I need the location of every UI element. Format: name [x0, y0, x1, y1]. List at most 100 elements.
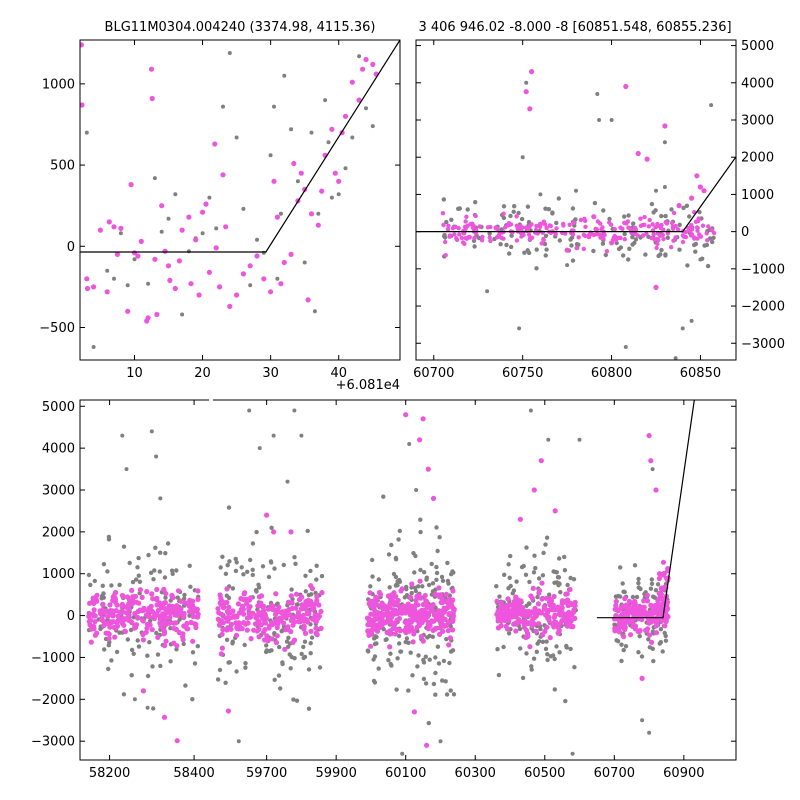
bottom-gray-point [136, 644, 142, 649]
bottom-gray-point [170, 571, 175, 576]
bottom-pink-point [93, 597, 99, 603]
top-right-gray-point [654, 188, 658, 193]
top-right-gray-point [677, 247, 682, 252]
top-right-pink-point [567, 222, 572, 227]
bottom-pink-point [612, 606, 618, 612]
top-right-x-tick-label: 60750 [502, 366, 543, 381]
bottom-pink-point [318, 625, 324, 632]
top-right-pink-point [656, 237, 661, 243]
top-right-gray-point [538, 192, 543, 197]
top-left-gray-point [282, 73, 287, 78]
bottom-pink-point [303, 604, 309, 611]
bottom-pink-point [539, 580, 545, 586]
bottom-gray-point [220, 554, 225, 559]
top-right-pink-point [706, 224, 711, 229]
bottom-pink-point [372, 612, 378, 618]
bottom-gray-point [448, 624, 453, 629]
bottom-gray-point [541, 550, 546, 556]
bottom-pink-point [402, 619, 408, 625]
bottom-y-tick-label: 0 [67, 609, 75, 624]
bottom-pink-point [613, 627, 619, 633]
top-right-pink-point [541, 237, 546, 243]
bottom-pink-point [248, 636, 254, 642]
bottom-pink-point [224, 586, 230, 592]
bottom-pink-point [157, 620, 163, 626]
bottom-pink-point [656, 575, 663, 582]
bottom-pink-point [94, 630, 100, 636]
bottom-gray-point [572, 665, 577, 670]
bottom-pink-point [112, 634, 118, 640]
bottom-pink-point [664, 599, 671, 605]
top-right-pink-point [604, 249, 610, 254]
bottom-pink-point [420, 602, 426, 608]
bottom-pink-point [505, 596, 511, 602]
top-right-gray-point [570, 206, 576, 211]
bottom-gray-point [250, 567, 255, 572]
bottom-pink-point [373, 626, 379, 633]
bottom-pink-point [420, 638, 426, 644]
bottom-pink-point [281, 620, 287, 626]
top-left-gray-point [302, 260, 307, 265]
bottom-gray-point [163, 551, 168, 556]
bottom-pink-point [551, 593, 557, 600]
bottom-gray-point [554, 644, 559, 649]
bottom-gray-point [168, 626, 173, 631]
bottom-pink-point [308, 628, 314, 634]
bottom-pink-point [220, 605, 226, 611]
bottom-gray-point [415, 664, 420, 669]
top-right-model-line [416, 156, 736, 233]
top-right-gray-point [609, 118, 614, 122]
bottom-pink-point [405, 601, 411, 607]
top-right-pink-point [457, 232, 462, 237]
top-right-pink-point [452, 232, 457, 237]
bottom-pink-point [186, 603, 192, 609]
bottom-pink-point [387, 603, 393, 609]
top-right-pink-point [676, 203, 682, 209]
bottom-gray-point [154, 454, 159, 459]
bottom-pink-point [256, 594, 262, 600]
bottom-gray-point [431, 681, 437, 687]
bottom-gray-point [427, 657, 432, 662]
top-left-pink-point [336, 178, 342, 184]
top-right-pink-point [601, 236, 606, 241]
top-right-pink-point [497, 231, 502, 236]
bottom-pink-point [423, 598, 429, 604]
bottom-pink-point [440, 608, 446, 614]
bottom-pink-point [548, 606, 554, 613]
top-right-gray-point [669, 207, 674, 212]
top-right-pink-point [696, 218, 701, 224]
top-right-gray-point [689, 318, 694, 323]
top-left-pink-point [291, 160, 297, 167]
bottom-pink-point [536, 587, 543, 594]
top-right-pink-point [694, 225, 700, 230]
bottom-gray-point [529, 667, 534, 672]
top-right-pink-point [635, 150, 641, 157]
top-right-pink-point [689, 195, 695, 201]
bottom-y-tick-label: 5000 [42, 400, 75, 415]
top-left-pink-point [193, 237, 199, 243]
bottom-gray-point [621, 589, 626, 594]
bottom-pink-point [274, 616, 281, 623]
bottom-pink-point [371, 603, 377, 609]
bottom-gray-point [408, 650, 413, 655]
bottom-gray-point [531, 570, 537, 575]
bottom-gray-point [441, 658, 447, 664]
top-left-x-tick-label: 10 [126, 366, 143, 381]
top-right-pink-point [650, 222, 655, 227]
top-right-pink-point [671, 238, 676, 243]
bottom-gray-point [309, 635, 315, 640]
bottom-gray-point [233, 556, 238, 562]
bottom-gray-point [272, 566, 277, 571]
bottom-pink-point [216, 610, 222, 616]
bottom-gray-point [435, 548, 440, 554]
bottom-pink-point [257, 601, 263, 607]
top-right-pink-point [623, 83, 629, 90]
bottom-gray-point [398, 649, 403, 654]
top-right-gray-point [677, 222, 682, 227]
bottom-gray-point [655, 582, 661, 587]
bottom-y-tick-label: 1000 [42, 567, 75, 582]
bottom-pink-point [445, 605, 451, 611]
top-right-pink-point [514, 214, 519, 219]
bottom-gray-point [529, 664, 534, 669]
bottom-pink-point [444, 622, 450, 629]
